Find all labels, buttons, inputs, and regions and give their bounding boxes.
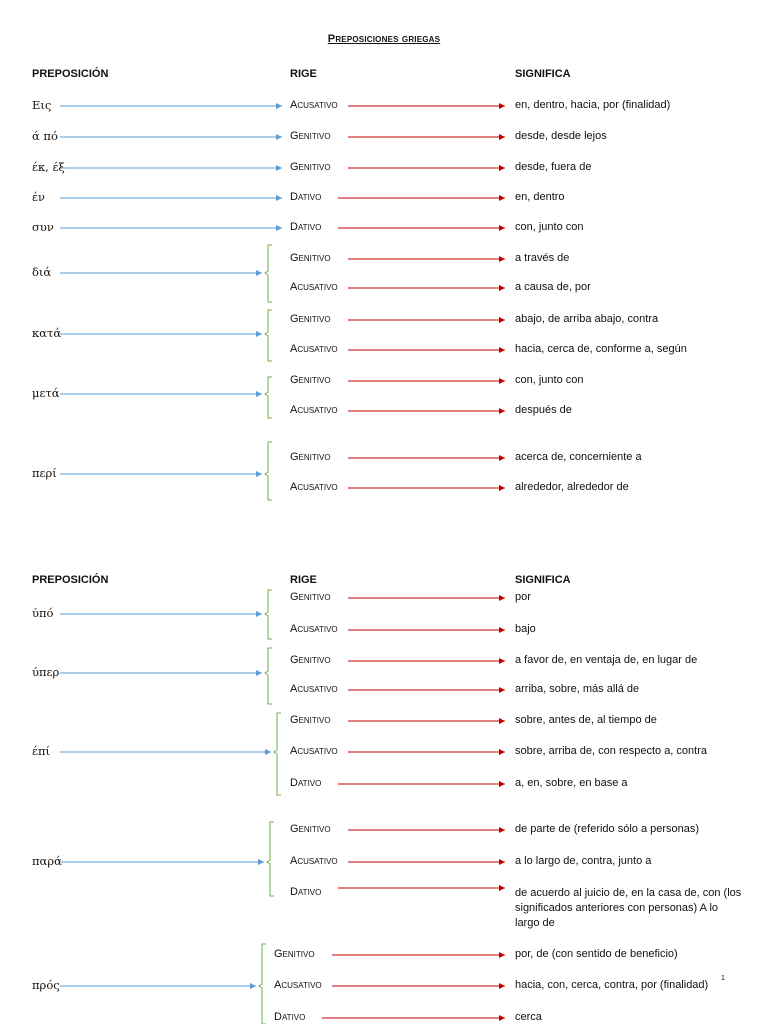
case-label: Genitivo [290, 130, 331, 142]
case-label: Acusativo [290, 343, 338, 355]
case-label: Dativo [290, 886, 322, 898]
preposition-9: ύπό [32, 606, 54, 620]
preposition-5: διά [32, 265, 52, 279]
preposition-0: Εις [32, 98, 52, 112]
meaning-text: cerca [515, 1011, 542, 1023]
bracket-11 [273, 712, 281, 796]
meaning-text: con, junto con [515, 374, 584, 386]
meaning-text: a causa de, por [515, 281, 591, 293]
meaning-text: a, en, sobre, en base a [515, 777, 628, 789]
case-label: Acusativo [290, 683, 338, 695]
header-significa: SIGNIFICA [515, 68, 571, 80]
meaning-text: desde, desde lejos [515, 130, 607, 142]
bracket-6 [264, 309, 272, 362]
case-label: Dativo [274, 1011, 306, 1023]
case-label: Genitivo [290, 591, 331, 603]
case-label: Genitivo [290, 374, 331, 386]
case-label: Genitivo [290, 451, 331, 463]
bracket-12 [266, 821, 274, 897]
meaning-text: a través de [515, 252, 570, 264]
preposition-7: μετά [32, 386, 60, 400]
case-label: Acusativo [290, 745, 338, 757]
preposition-1: ά πό [32, 129, 58, 143]
preposition-4: συν [32, 220, 54, 234]
meaning-text: alrededor, alrededor de [515, 481, 629, 493]
case-label: Acusativo [274, 979, 322, 991]
case-label: Acusativo [290, 281, 338, 293]
meaning-text: después de [515, 404, 572, 416]
meaning-text: sobre, antes de, al tiempo de [515, 714, 657, 726]
case-label: Genitivo [290, 252, 331, 264]
case-label: Genitivo [290, 654, 331, 666]
meaning-text: con, junto con [515, 221, 584, 233]
header-significa: SIGNIFICA [515, 574, 571, 586]
case-label: Acusativo [290, 404, 338, 416]
bracket-7 [264, 376, 272, 419]
case-label: Genitivo [290, 823, 331, 835]
case-label: Genitivo [290, 313, 331, 325]
bracket-5 [264, 244, 272, 303]
meaning-text: en, dentro [515, 191, 565, 203]
case-label: Acusativo [290, 99, 338, 111]
meaning-text: a lo largo de, contra, junto a [515, 855, 652, 867]
bracket-9 [264, 589, 272, 640]
bracket-13 [258, 943, 266, 1024]
meaning-text: de parte de (referido sólo a personas) [515, 823, 700, 835]
header-rige: RIGE [290, 574, 317, 586]
preposition-8: περί [32, 466, 57, 480]
case-label: Acusativo [290, 481, 338, 493]
case-label: Acusativo [290, 855, 338, 867]
footnote-mark: 1 [721, 975, 725, 982]
header-rige: RIGE [290, 68, 317, 80]
meaning-text: en, dentro, hacia, por (finalidad) [515, 99, 671, 111]
case-label: Dativo [290, 191, 322, 203]
case-label: Acusativo [290, 623, 338, 635]
meaning-text: abajo, de arriba abajo, contra [515, 313, 659, 325]
preposition-3: έν [32, 190, 45, 204]
case-label: Genitivo [274, 948, 315, 960]
meaning-text: hacia, con, cerca, contra, por (finalida… [515, 979, 709, 991]
meaning-text: hacia, cerca de, conforme a, según [515, 343, 687, 355]
case-label: Genitivo [290, 714, 331, 726]
meaning-text: bajo [515, 623, 536, 635]
preposition-13: πρός [32, 978, 60, 992]
meaning-text: acerca de, concerniente a [515, 451, 642, 463]
bracket-10 [264, 647, 272, 705]
case-label: Dativo [290, 221, 322, 233]
meaning-text: sobre, arriba de, con respecto a, contra [515, 745, 707, 757]
header-preposicion: PREPOSICIÓN [32, 574, 109, 586]
case-label: Genitivo [290, 161, 331, 173]
page-title: Preposiciones griegas [327, 33, 441, 45]
meaning-text: por [515, 591, 531, 603]
meaning-text: por, de (con sentido de beneficio) [515, 948, 678, 960]
meaning-text: desde, fuera de [515, 161, 592, 173]
bracket-8 [264, 441, 272, 501]
preposition-11: έπί [32, 744, 51, 758]
preposition-6: κατά [32, 326, 62, 340]
preposition-12: παρά [32, 854, 62, 868]
meaning-text: a favor de, en ventaja de, en lugar de [515, 654, 698, 666]
meaning-text: de acuerdo al juicio de, en la casa de, … [515, 887, 742, 929]
meaning-text: arriba, sobre, más allá de [515, 683, 640, 695]
case-label: Dativo [290, 777, 322, 789]
preposition-2: έκ, έξ [32, 160, 65, 174]
header-preposicion: PREPOSICIÓN [32, 68, 109, 80]
preposition-10: ύπερ [32, 665, 60, 679]
